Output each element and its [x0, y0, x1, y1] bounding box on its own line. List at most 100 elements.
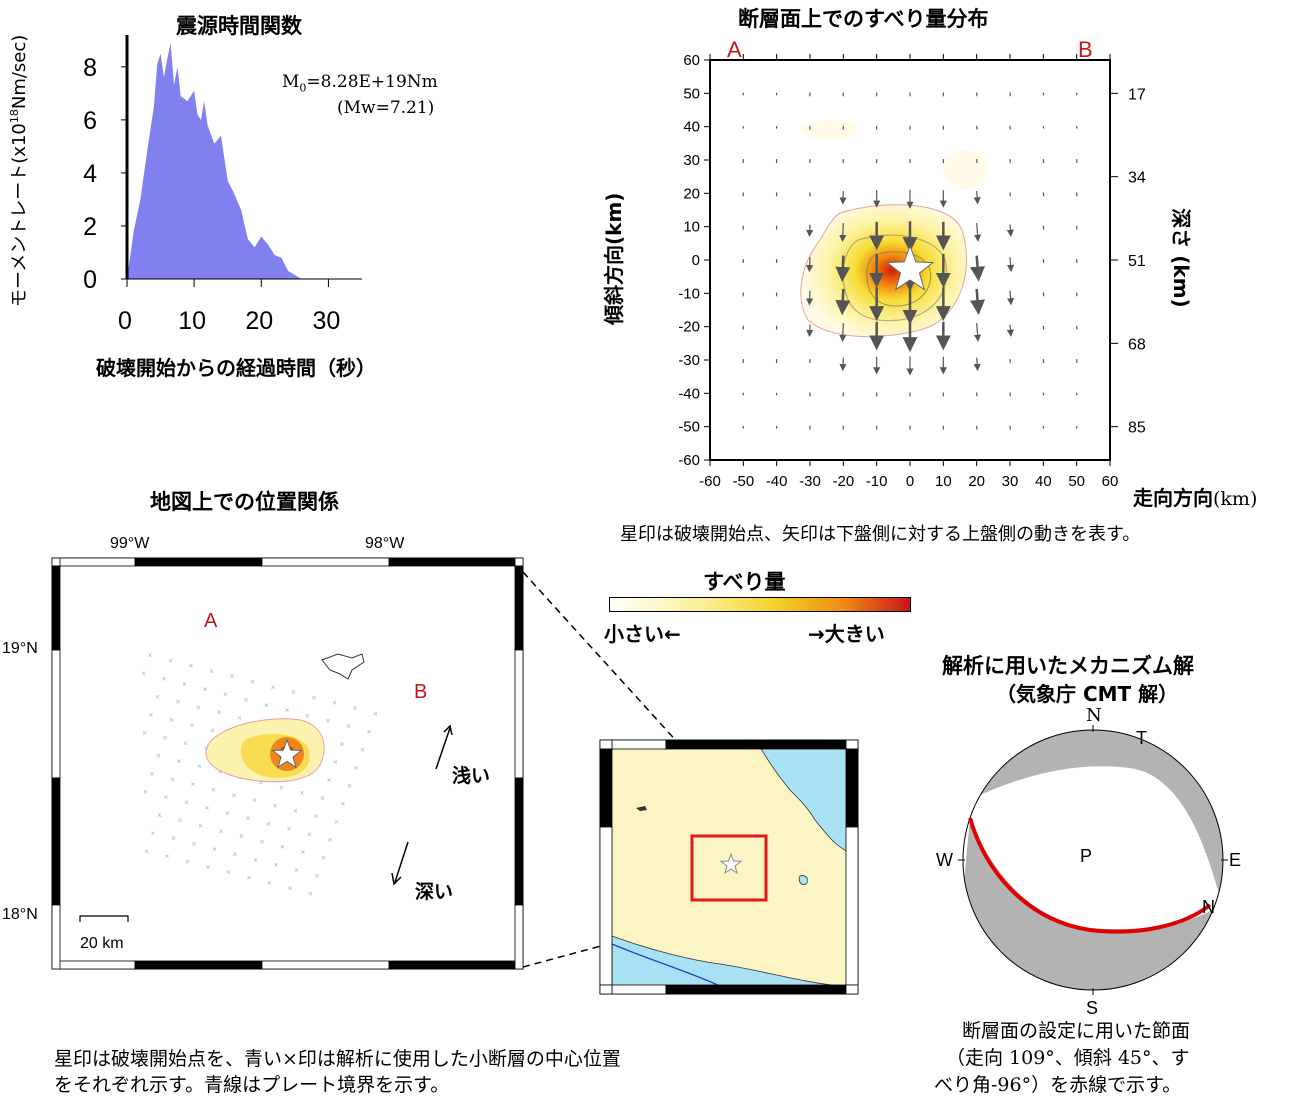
subfault-marker: × — [273, 801, 278, 810]
subfault-marker: × — [253, 855, 258, 864]
subfault-marker: × — [168, 656, 173, 665]
subfault-marker: × — [178, 816, 183, 825]
inset-frame-segment — [600, 740, 612, 749]
scale-label: 20 km — [80, 935, 124, 952]
stf-x-tick-label: 20 — [245, 307, 273, 335]
mechanism-beachball: N S W E T P N — [930, 700, 1250, 1020]
stf-y-tick-label: 8 — [83, 54, 97, 82]
subfault-marker: × — [354, 763, 359, 772]
subfault-marker: × — [246, 814, 251, 823]
stf-ylabel: モーメントレート(x1018Nm/sec) — [5, 37, 29, 307]
subfault-marker: × — [332, 699, 337, 708]
subfault-marker: × — [144, 847, 149, 856]
subfault-marker: × — [288, 884, 293, 893]
subfault-marker: × — [232, 791, 237, 800]
subfault-marker: × — [252, 796, 257, 805]
mech-n: N — [1086, 705, 1102, 726]
subfault-marker: × — [184, 798, 189, 807]
subfault-marker: × — [280, 843, 285, 852]
stf-x-tick-label: 0 — [118, 307, 132, 335]
map-frame-segment — [52, 961, 135, 969]
subfault-marker: × — [300, 789, 305, 798]
mech-caption-line3: べり角-96°）を赤線で示す。 — [934, 1070, 1181, 1097]
subfault-marker: × — [237, 714, 242, 723]
subfault-marker: × — [162, 674, 167, 683]
subfault-marker: × — [279, 783, 284, 792]
slip-y-tick-label: -50 — [678, 419, 700, 436]
subfault-marker: × — [226, 868, 231, 877]
stf-xlabel: 破壊開始からの経過時間（秒） — [96, 352, 376, 381]
subfault-marker: × — [341, 799, 346, 808]
subfault-marker: × — [285, 706, 290, 715]
subfault-marker: × — [301, 848, 306, 857]
subfault-marker: × — [190, 721, 195, 730]
map-caption-line2: をそれぞれ示す。青線はプレート境界を示す。 — [54, 1070, 449, 1097]
subfault-marker: × — [340, 740, 345, 749]
subfault-marker: × — [347, 781, 352, 790]
subfault-marker: × — [314, 812, 319, 821]
inset-frame-segment — [666, 985, 846, 994]
subfault-marker: × — [191, 780, 196, 789]
inset-frame-segment — [846, 827, 858, 985]
subfault-marker: × — [321, 853, 326, 862]
slip-vector-arrow — [809, 291, 810, 302]
slip-depth-tick-label: 85 — [1128, 420, 1146, 437]
slip-depth-label: 深さ (km) — [1173, 203, 1197, 313]
subfault-marker: × — [315, 871, 320, 880]
map-frame-segment — [515, 566, 523, 650]
subfault-marker: × — [206, 863, 211, 872]
subfault-marker: × — [210, 726, 215, 735]
subfault-marker: × — [150, 770, 155, 779]
slip-x-tick-label: -20 — [832, 473, 854, 490]
mech-null-axis: N — [1202, 897, 1215, 917]
subfault-marker: × — [212, 845, 217, 854]
map-frame-segment — [52, 566, 60, 650]
subfault-marker: × — [287, 825, 292, 834]
slip-x-tick-label: -60 — [699, 473, 721, 490]
slip-faint-patch — [800, 120, 860, 140]
subfault-marker: × — [176, 698, 181, 707]
subfault-marker: × — [307, 830, 312, 839]
subfault-marker: × — [264, 701, 269, 710]
mech-caption-line1: 断層面の設定に用いた節面 — [962, 1016, 1190, 1043]
map-frame-segment — [135, 961, 262, 969]
inset-frame-segment — [600, 749, 612, 827]
stf-x-tick-label: 10 — [178, 307, 206, 335]
mech-t-axis: T — [1136, 728, 1147, 748]
map-frame-segment — [135, 558, 262, 566]
subfault-marker: × — [326, 717, 331, 726]
subfault-marker: × — [308, 889, 313, 898]
map-frame-segment — [515, 650, 523, 778]
subfault-marker: × — [141, 669, 146, 678]
slip-y-tick-label: 0 — [692, 252, 700, 269]
slip-x-tick-label: 40 — [1035, 473, 1052, 490]
stf-area — [127, 43, 302, 279]
subfault-marker: × — [185, 858, 190, 867]
subfault-marker: × — [223, 690, 228, 699]
subfault-marker: × — [266, 819, 271, 828]
slip-vector-arrow — [977, 289, 978, 308]
subfault-marker: × — [171, 834, 176, 843]
deep-label: 深い — [415, 880, 453, 903]
slip-x-tick-label: -10 — [866, 473, 888, 490]
mech-title: 解析に用いたメカニズム解 — [942, 650, 1194, 680]
subfault-marker: × — [373, 709, 378, 718]
slip-y-tick-label: 40 — [683, 119, 700, 136]
subfault-marker: × — [250, 678, 255, 687]
subfault-marker: × — [353, 704, 358, 713]
slip-x-tick-label: 10 — [935, 473, 952, 490]
subfault-marker: × — [217, 708, 222, 717]
subfault-marker: × — [219, 827, 224, 836]
map-frame-segment — [262, 558, 389, 566]
inset-frame-segment — [612, 740, 666, 749]
slip-y-tick-label: -60 — [678, 452, 700, 469]
map-frame-segment — [52, 905, 60, 969]
subfault-marker: × — [333, 758, 338, 767]
subfault-marker: × — [198, 822, 203, 831]
inset-frame-segment — [666, 740, 846, 749]
inset-frame-segment — [846, 749, 858, 827]
map-frame-segment — [52, 650, 60, 778]
